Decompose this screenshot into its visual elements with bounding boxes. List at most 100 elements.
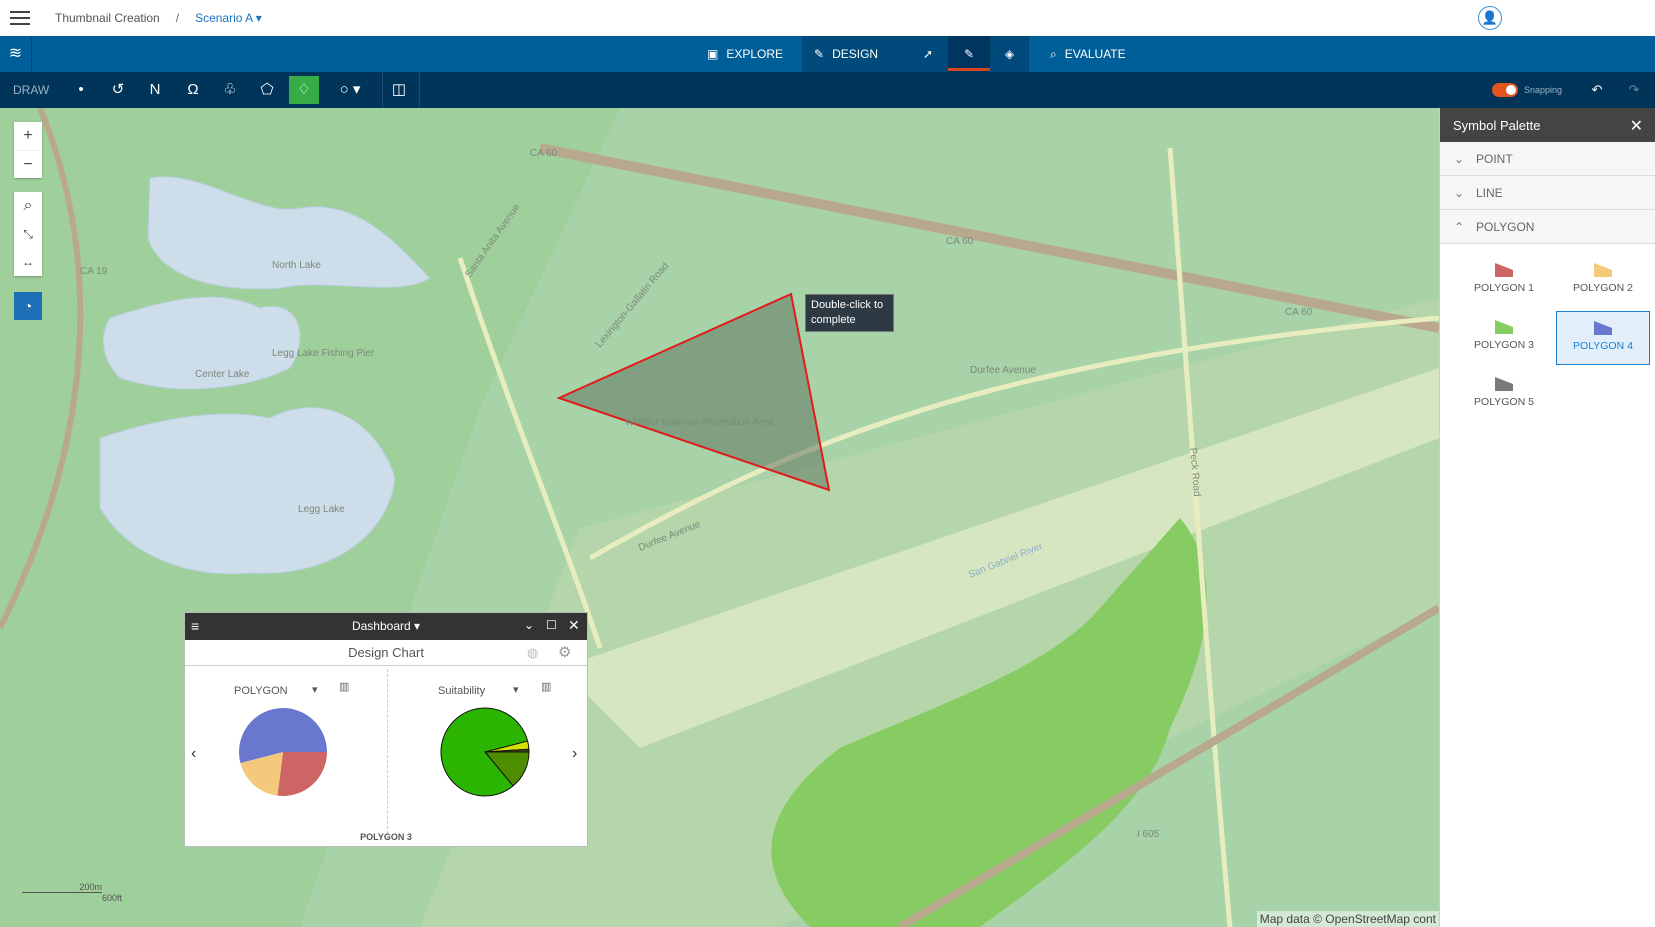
symbol-palette: Symbol Palette ✕ ⌄ POINT ⌄ LINE ⌃ POLYGON P… [1439, 108, 1655, 927]
dashboard-gauge-icon[interactable]: ◔ [14, 292, 42, 320]
tab-evaluate-label: EVALUATE [1064, 47, 1126, 61]
label-pier: Legg Lake Fishing Pier [272, 348, 375, 359]
zoom-out-button[interactable]: − [14, 150, 42, 178]
chart-title-bar: Design Chart ◍ ⚙ [185, 640, 587, 666]
dashboard-title-dropdown[interactable]: Dashboard [351, 619, 411, 633]
map-attribution[interactable]: Map data © OpenStreetMap cont [1256, 911, 1439, 927]
symbol-polygon-3[interactable]: POLYGON 3 [1457, 311, 1551, 365]
section-point[interactable]: ⌄ POINT [1440, 142, 1655, 176]
polygon-icon[interactable]: ⬠ [260, 81, 274, 98]
freehand-polygon-icon[interactable]: Ω [187, 81, 199, 98]
dashboard-panel: ≡ Dashboard ▾ ⌄ ☐ ✕ Design Chart ◍ ⚙ POL… [184, 612, 588, 847]
green-field [771, 518, 1207, 927]
close-icon[interactable]: ✕ [568, 617, 580, 633]
label-i605: I 605 [1137, 829, 1160, 840]
layers-icon[interactable]: ≋ [0, 36, 32, 72]
label-center-lake: Center Lake [195, 369, 250, 380]
durfee-avenue [588, 315, 1439, 561]
basemap: North Lake Center Lake Legg Lake Legg La… [0, 108, 1439, 927]
pie-slice[interactable] [239, 708, 327, 763]
sketch-polygon[interactable] [556, 292, 831, 492]
breadcrumb-project[interactable]: Thumbnail Creation [55, 11, 160, 25]
pie-slice[interactable] [277, 752, 327, 796]
freeway-ca60 [539, 143, 1439, 333]
tab-design-label: DESIGN [832, 47, 879, 61]
caret-down-icon[interactable]: ▾ [312, 684, 318, 696]
legg-lake [99, 407, 396, 575]
measure-icon[interactable]: ↔ [22, 255, 34, 269]
map-canvas[interactable]: North Lake Center Lake Legg Lake Legg La… [0, 108, 1439, 927]
symbol-label: POLYGON 4 [1573, 340, 1633, 352]
scenario-dropdown[interactable]: Scenario A ▾ [195, 11, 262, 25]
pie-slice[interactable] [240, 752, 283, 796]
explore-icon: ▣ [707, 47, 719, 61]
label-peck: Peck Road [1187, 447, 1202, 497]
left-chart-select[interactable]: POLYGON [234, 685, 288, 697]
freeway-i605 [897, 604, 1439, 927]
north-lake [147, 176, 431, 290]
section-polygon[interactable]: ⌃ POLYGON [1440, 210, 1655, 244]
river-bed [560, 368, 1439, 748]
polygon-swatch-icon [1495, 377, 1513, 391]
symbol-polygon-2[interactable]: POLYGON 2 [1556, 254, 1650, 308]
bar-chart-icon[interactable]: ▥ [339, 681, 350, 693]
maximize-icon[interactable]: ☐ [546, 618, 557, 632]
gear-icon[interactable]: ⚙ [558, 644, 572, 661]
search-icon[interactable]: ⌕ [23, 197, 33, 214]
divider [382, 72, 383, 108]
snapping-toggle[interactable] [1492, 83, 1518, 97]
dashboard-header: ≡ Dashboard ▾ ⌄ ☐ ✕ [185, 613, 587, 640]
point-tool-icon[interactable]: • [78, 81, 84, 98]
draw-toolbar: DRAW • ↺ N Ω ♧ ⬠ ♢ ○ ▾ ◫ Snapping ↶ ↷ [0, 72, 1655, 108]
section-line[interactable]: ⌄ LINE [1440, 176, 1655, 210]
select-tool-button[interactable]: ➚ [908, 36, 948, 72]
collapse-icon[interactable]: ⌄ [524, 618, 535, 632]
undo-icon[interactable]: ↶ [1591, 82, 1603, 97]
draw-tooltip: Double-click to complete [805, 294, 894, 332]
tab-evaluate[interactable]: ⌕ EVALUATE [1038, 36, 1138, 72]
symbol-label: POLYGON 3 [1474, 339, 1534, 351]
paint-tool-button[interactable]: ◈ [990, 36, 1029, 72]
right-chart-select[interactable]: Suitability [438, 685, 486, 697]
prev-arrow-icon[interactable]: ‹ [191, 745, 197, 762]
compare-icon[interactable]: ◍ [527, 645, 539, 660]
chevron-up-icon: ⌃ [1454, 220, 1465, 234]
pie-slice[interactable] [484, 748, 530, 753]
top-bar: Thumbnail Creation / Scenario A ▾ 👤 [0, 0, 1655, 36]
menu-icon[interactable]: ≡ [191, 618, 200, 634]
polyline-icon[interactable]: N [149, 81, 161, 98]
user-avatar-icon[interactable]: 👤 [1478, 6, 1502, 30]
autocomplete-polygon-icon[interactable]: ♢ [289, 76, 319, 104]
pie-slice[interactable] [440, 707, 529, 797]
section-label: LINE [1476, 186, 1503, 200]
next-arrow-icon[interactable]: › [572, 745, 578, 762]
close-icon[interactable]: ✕ [1629, 118, 1643, 135]
symbol-label: POLYGON 5 [1474, 396, 1534, 408]
polygon-alt-icon[interactable]: ♧ [223, 81, 237, 98]
zoom-in-button[interactable]: + [23, 127, 33, 144]
snapping-label: Snapping [1524, 85, 1563, 95]
bar-chart-icon[interactable]: ▥ [541, 681, 552, 693]
draw-tool-button[interactable]: ✎ [948, 36, 990, 72]
caret-down-icon[interactable]: ▾ [414, 619, 421, 633]
caret-down-icon[interactable]: ▾ [513, 684, 519, 696]
chart-footer-label: POLYGON 3 [360, 832, 412, 842]
freehand-line-icon[interactable]: ↺ [111, 81, 125, 98]
split-tool-icon[interactable]: ◫ [391, 81, 407, 98]
polygon-swatch-icon [1495, 320, 1513, 334]
circle-tool-dropdown-icon[interactable]: ○ ▾ [339, 81, 361, 98]
redo-icon[interactable]: ↷ [1628, 82, 1640, 97]
peck-road [1167, 147, 1233, 927]
menu-icon[interactable] [10, 11, 30, 25]
active-tab-indicator [948, 68, 990, 71]
symbol-polygon-5[interactable]: POLYGON 5 [1457, 368, 1551, 422]
main-nav: ≋ ▣ EXPLORE ✎ DESIGN ➚ ✎ ◈ ⌕ EVALUATE [0, 36, 1655, 72]
label-ca60: CA 60 [946, 236, 974, 247]
palette-header: Symbol Palette ✕ [1440, 108, 1655, 142]
tab-explore[interactable]: ▣ EXPLORE [695, 36, 795, 72]
polygon-swatch-icon [1594, 263, 1612, 277]
full-extent-icon[interactable]: ⤡ [23, 227, 33, 241]
symbol-polygon-1[interactable]: POLYGON 1 [1457, 254, 1551, 308]
tab-design[interactable]: ✎ DESIGN [802, 36, 908, 72]
symbol-polygon-4[interactable]: POLYGON 4 [1556, 311, 1650, 365]
